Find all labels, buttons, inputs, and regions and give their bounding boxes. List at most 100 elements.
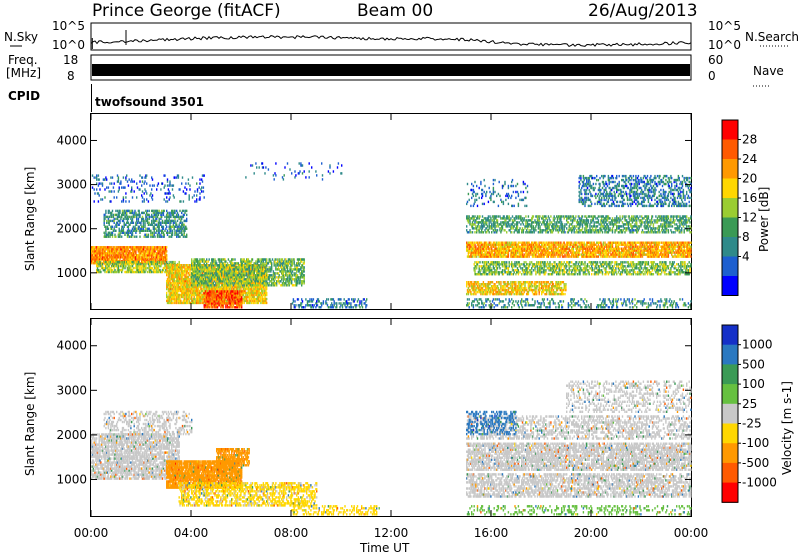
data-cell <box>146 174 147 176</box>
data-cell <box>255 260 256 262</box>
data-cell <box>144 192 145 194</box>
data-cell <box>94 192 95 194</box>
data-cell <box>192 176 193 178</box>
data-cell <box>162 182 163 184</box>
data-cell <box>271 262 272 264</box>
data-cell <box>112 210 113 212</box>
data-cell <box>114 182 115 184</box>
data-cell <box>110 220 111 222</box>
data-cell <box>113 214 114 216</box>
data-cell <box>92 186 93 188</box>
data-cell <box>154 263 155 265</box>
data-cell <box>252 264 253 266</box>
data-cell <box>154 236 155 238</box>
data-cell <box>194 194 195 196</box>
data-cell <box>209 264 210 266</box>
nsky-panel-frame <box>91 23 691 50</box>
data-cell <box>110 200 111 202</box>
nsky-trace <box>91 30 691 49</box>
data-cell <box>167 230 168 232</box>
data-cell <box>180 200 181 202</box>
data-cell <box>189 188 190 190</box>
data-cell <box>160 222 161 224</box>
data-cell <box>152 184 153 186</box>
data-cell <box>159 210 160 212</box>
data-cell <box>106 186 107 188</box>
data-cell <box>121 186 122 188</box>
data-cell <box>140 263 141 265</box>
data-cell <box>206 258 207 260</box>
data-cell <box>166 250 167 252</box>
data-cell <box>99 261 100 263</box>
data-cell <box>191 258 192 260</box>
data-cell <box>164 198 165 200</box>
data-cell <box>125 196 126 198</box>
data-cell <box>186 228 187 230</box>
data-cell <box>179 261 180 263</box>
data-cell <box>210 284 211 286</box>
data-cell <box>139 214 140 216</box>
data-cell <box>114 196 115 198</box>
data-cell <box>145 228 146 230</box>
data-cell <box>115 218 116 220</box>
data-cell <box>166 226 167 228</box>
data-cell <box>114 218 115 220</box>
data-cell <box>108 186 109 188</box>
data-cell <box>149 216 150 218</box>
data-cell <box>179 188 180 190</box>
data-cell <box>94 200 95 202</box>
data-cell <box>109 182 110 184</box>
data-cell <box>167 184 168 186</box>
data-cell <box>228 266 229 268</box>
data-cell <box>234 258 235 260</box>
data-cell <box>164 234 165 236</box>
data-cell <box>124 232 125 234</box>
data-cell <box>158 182 159 184</box>
data-cell <box>111 190 112 192</box>
data-cell <box>165 192 166 194</box>
data-cell <box>148 234 149 236</box>
data-cell <box>220 280 221 282</box>
data-cell <box>94 176 95 178</box>
data-cell <box>136 228 137 230</box>
data-cell <box>112 226 113 228</box>
nave-tick-bottom: 0 <box>708 69 716 83</box>
data-cell <box>227 262 228 264</box>
data-cell <box>99 188 100 190</box>
data-cell <box>237 290 238 292</box>
data-cell <box>92 174 93 176</box>
data-cell <box>106 220 107 222</box>
data-cell <box>129 263 130 265</box>
data-cell <box>183 210 184 212</box>
data-cell <box>185 182 186 184</box>
data-cell <box>96 188 97 190</box>
nsearch-label: N.Search <box>745 30 799 44</box>
data-cell <box>99 194 100 196</box>
data-cell <box>123 176 124 178</box>
data-cell <box>203 278 204 280</box>
data-cell <box>167 178 168 180</box>
data-cell <box>169 212 170 214</box>
data-cell <box>181 182 182 184</box>
radar-summary-figure: Prince George (fitACF) Beam 00 26/Aug/20… <box>0 0 800 554</box>
data-cell <box>139 236 140 238</box>
data-cell <box>125 192 126 194</box>
data-cell <box>186 234 187 236</box>
data-cell <box>169 192 170 194</box>
data-cell <box>234 282 235 284</box>
data-cell <box>121 200 122 202</box>
data-cell <box>104 196 105 198</box>
data-cell <box>119 186 120 188</box>
data-cell <box>166 254 167 256</box>
data-cell <box>196 182 197 184</box>
data-cell <box>233 258 234 260</box>
data-cell <box>164 216 165 218</box>
data-cell <box>266 292 267 294</box>
data-cell <box>159 218 160 220</box>
data-cell <box>114 190 115 192</box>
data-cell <box>129 178 130 180</box>
cpid-label: CPID <box>8 89 40 103</box>
data-cell <box>199 196 200 198</box>
data-cell <box>201 186 202 188</box>
data-cell <box>183 190 184 192</box>
